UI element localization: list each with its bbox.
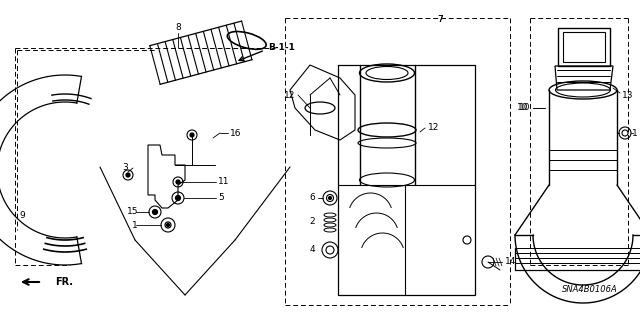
- Text: 5: 5: [218, 194, 224, 203]
- Text: 6: 6: [309, 194, 315, 203]
- Text: FR.: FR.: [55, 277, 73, 287]
- Text: 15: 15: [127, 207, 138, 217]
- Text: 3: 3: [122, 164, 128, 173]
- Circle shape: [126, 173, 130, 177]
- Bar: [563, 32, 605, 62]
- Circle shape: [190, 133, 194, 137]
- Text: 2: 2: [309, 218, 315, 226]
- Text: 12: 12: [428, 123, 440, 132]
- Text: 16: 16: [230, 129, 241, 137]
- Bar: [338, 65, 475, 295]
- Circle shape: [175, 196, 180, 201]
- Text: 10: 10: [516, 103, 528, 113]
- Text: 12: 12: [284, 91, 295, 100]
- Bar: [558, 28, 610, 66]
- Text: SNA4B0106A: SNA4B0106A: [562, 286, 618, 294]
- Text: 1: 1: [132, 220, 138, 229]
- Circle shape: [328, 197, 332, 199]
- Text: 10: 10: [518, 103, 530, 113]
- Text: 7: 7: [437, 16, 443, 25]
- Text: 11: 11: [218, 177, 230, 187]
- Text: 7: 7: [437, 16, 443, 25]
- Text: 1: 1: [632, 129, 637, 137]
- Text: 8: 8: [175, 24, 181, 33]
- Text: 4: 4: [309, 246, 315, 255]
- Circle shape: [176, 180, 180, 184]
- Circle shape: [152, 210, 157, 214]
- Text: 14: 14: [505, 257, 516, 266]
- Text: 9: 9: [19, 211, 25, 219]
- Circle shape: [166, 224, 170, 226]
- Text: 13: 13: [622, 91, 634, 100]
- Text: B-1-1: B-1-1: [268, 43, 295, 53]
